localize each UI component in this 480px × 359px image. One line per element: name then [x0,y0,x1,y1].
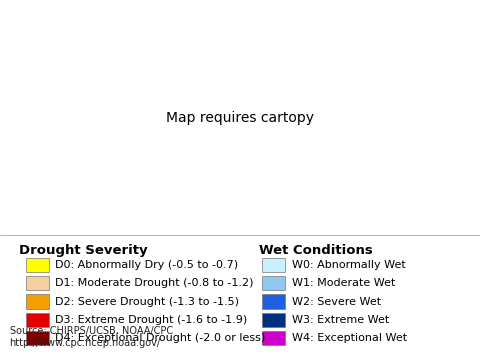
Text: W1: Moderate Wet: W1: Moderate Wet [292,278,395,288]
Text: W4: Exceptional Wet: W4: Exceptional Wet [292,333,407,343]
Bar [262,294,285,309]
Text: Source: CHIRPS/UCSB, NOAA/CPC
http://www.cpc.ncep.noaa.gov/: Source: CHIRPS/UCSB, NOAA/CPC http://www… [10,326,173,348]
Text: W2: Severe Wet: W2: Severe Wet [292,297,381,307]
Bar [26,294,49,309]
Bar [262,331,285,345]
Text: Map requires cartopy: Map requires cartopy [166,111,314,125]
Text: W3: Extreme Wet: W3: Extreme Wet [292,315,389,325]
Text: D3: Extreme Drought (-1.6 to -1.9): D3: Extreme Drought (-1.6 to -1.9) [55,315,248,325]
Text: D2: Severe Drought (-1.3 to -1.5): D2: Severe Drought (-1.3 to -1.5) [55,297,239,307]
Bar [26,313,49,327]
Text: Wet Conditions: Wet Conditions [259,244,373,257]
Text: W0: Abnormally Wet: W0: Abnormally Wet [292,260,406,270]
Text: D1: Moderate Drought (-0.8 to -1.2): D1: Moderate Drought (-0.8 to -1.2) [55,278,254,288]
Bar [262,276,285,290]
Text: D0: Abnormally Dry (-0.5 to -0.7): D0: Abnormally Dry (-0.5 to -0.7) [55,260,239,270]
Bar [26,276,49,290]
Text: Drought Severity: Drought Severity [19,244,148,257]
Text: D4: Exceptional Drought (-2.0 or less): D4: Exceptional Drought (-2.0 or less) [55,333,265,343]
Bar [262,258,285,272]
Bar [262,313,285,327]
Bar [26,258,49,272]
Bar [26,331,49,345]
